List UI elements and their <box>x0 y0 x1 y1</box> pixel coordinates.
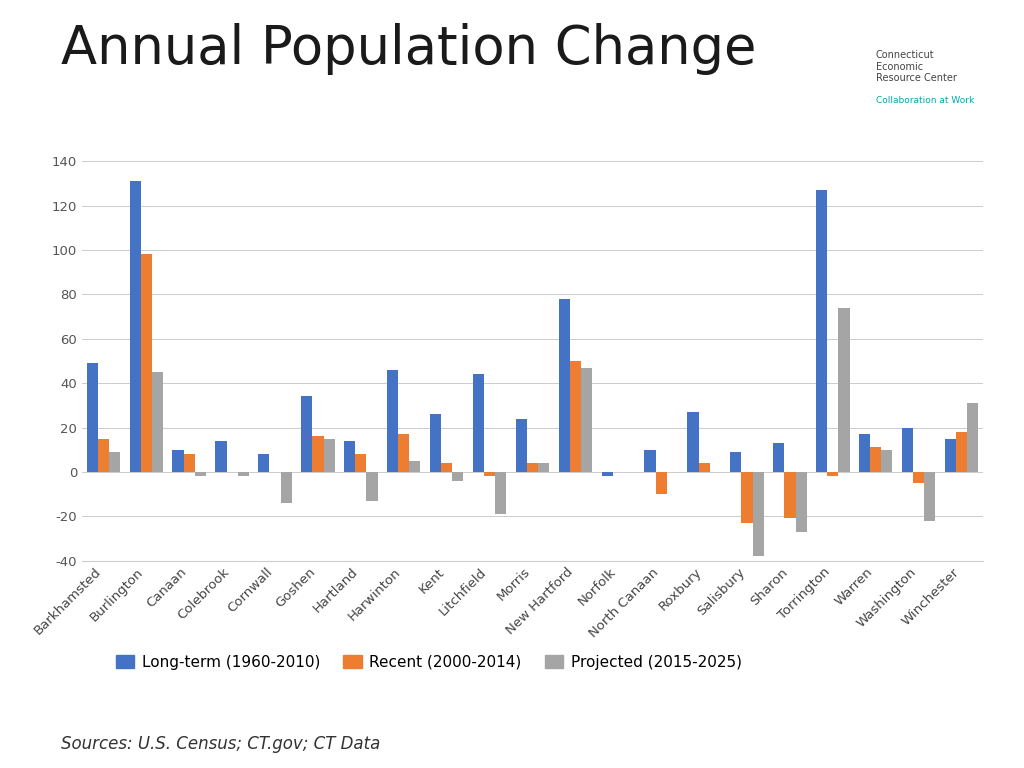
Bar <box>913 472 925 483</box>
Bar <box>655 472 667 494</box>
Bar <box>730 452 741 472</box>
Bar <box>172 450 183 472</box>
Bar <box>773 443 784 472</box>
Bar <box>559 299 569 472</box>
Bar <box>956 432 967 472</box>
Bar <box>516 419 527 472</box>
Bar <box>784 472 796 518</box>
Bar <box>398 434 410 472</box>
Bar <box>441 463 453 472</box>
Bar <box>453 472 464 481</box>
Bar <box>698 463 710 472</box>
Bar <box>538 463 549 472</box>
Bar <box>355 454 367 472</box>
Bar <box>98 439 109 472</box>
Bar <box>281 472 292 503</box>
Bar <box>473 374 484 472</box>
Bar <box>215 441 226 472</box>
Bar <box>925 472 935 521</box>
Bar <box>183 454 195 472</box>
Bar <box>687 412 698 472</box>
Bar <box>410 461 421 472</box>
Bar <box>367 472 378 501</box>
Text: Connecticut
Economic
Resource Center: Connecticut Economic Resource Center <box>876 50 956 83</box>
Bar <box>301 396 312 472</box>
Text: Collaboration at Work: Collaboration at Work <box>876 96 974 105</box>
Bar <box>581 368 592 472</box>
Bar <box>882 450 893 472</box>
Bar <box>741 472 753 523</box>
Text: Annual Population Change: Annual Population Change <box>61 23 757 75</box>
Bar <box>527 463 538 472</box>
Bar <box>430 414 441 472</box>
Bar <box>601 472 612 476</box>
Bar <box>87 363 98 472</box>
Bar <box>644 450 655 472</box>
Bar <box>902 428 913 472</box>
Bar <box>569 361 581 472</box>
Bar <box>140 254 152 472</box>
Bar <box>195 472 206 476</box>
Legend: Long-term (1960-2010), Recent (2000-2014), Projected (2015-2025): Long-term (1960-2010), Recent (2000-2014… <box>110 649 748 676</box>
Bar <box>753 472 764 556</box>
Bar <box>967 403 978 472</box>
Bar <box>324 439 335 472</box>
Bar <box>152 372 163 472</box>
Bar <box>496 472 506 514</box>
Bar <box>859 434 870 472</box>
Bar <box>130 181 140 472</box>
Bar <box>796 472 807 531</box>
Bar <box>238 472 249 476</box>
Bar <box>827 472 839 476</box>
Bar <box>870 448 882 472</box>
Bar <box>945 439 956 472</box>
Bar <box>387 370 398 472</box>
Bar <box>109 452 120 472</box>
Bar <box>839 308 850 472</box>
Bar <box>484 472 496 476</box>
Bar <box>344 441 355 472</box>
Bar <box>312 436 324 472</box>
Text: Sources: U.S. Census; CT.gov; CT Data: Sources: U.S. Census; CT.gov; CT Data <box>61 735 381 753</box>
Bar <box>816 190 827 472</box>
Bar <box>258 454 269 472</box>
